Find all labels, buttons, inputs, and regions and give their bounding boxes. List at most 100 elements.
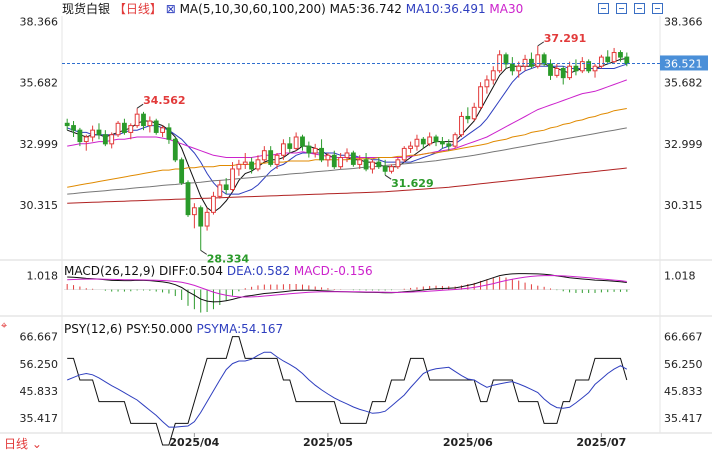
candle-body: [242, 161, 248, 165]
annotation-low: 28.334: [207, 252, 250, 265]
footer-period-tab[interactable]: 日线 ⌄: [4, 437, 42, 451]
candle-body: [529, 58, 534, 67]
candle-body: [344, 152, 350, 159]
candle-body: [287, 143, 293, 149]
candle-body: [141, 113, 146, 127]
candle-body: [191, 207, 197, 216]
macd-value: MACD:-0.156: [293, 264, 373, 278]
candle-body: [109, 134, 115, 145]
psy-y-tick-left: 35.417: [20, 412, 59, 425]
candle-body: [230, 168, 235, 191]
annotation-pointer: [200, 249, 208, 255]
period-label[interactable]: 【日线】: [113, 2, 162, 16]
candle-body: [77, 129, 83, 143]
candle-body: [90, 129, 96, 138]
candle-body: [128, 125, 134, 133]
annotation-pointer: [136, 103, 144, 109]
candle-body: [255, 159, 261, 170]
ma-legend[interactable]: MA(5,10,30,60,100,200): [179, 2, 326, 16]
ma-line-ma10: [67, 63, 627, 195]
candle-body: [420, 138, 426, 145]
candle-body: [300, 136, 305, 147]
candle-body: [433, 136, 439, 143]
candle-body: [134, 113, 140, 127]
candle-body: [611, 52, 617, 63]
ma-line-ma200: [67, 167, 627, 204]
candle-body: [268, 150, 274, 165]
psy-y-tick-right: 45.833: [664, 385, 703, 398]
candle-body: [376, 161, 382, 168]
candle-body: [567, 65, 572, 79]
annotation-pointer: [537, 41, 545, 47]
settings-icon[interactable]: [634, 3, 645, 14]
candle-body: [198, 207, 204, 227]
ma10-value: MA10:36.491: [405, 2, 486, 16]
fullscreen-icon[interactable]: [652, 3, 663, 14]
candle-body: [484, 79, 490, 88]
candle-body: [395, 159, 401, 168]
candle-body: [325, 154, 331, 161]
candle-body: [115, 122, 121, 136]
candle-body: [261, 150, 267, 161]
x-tick-label: 2025/05: [303, 436, 353, 449]
psy-line-psyma: [67, 351, 628, 428]
annotation-high: 34.562: [143, 94, 185, 107]
y-tick-label-left: 30.315: [20, 199, 59, 212]
ma5-value: MA5:36.742: [329, 2, 402, 16]
candle-body: [102, 134, 108, 145]
x-tick-label: 2025/06: [443, 436, 493, 449]
candle-body: [319, 147, 324, 161]
candle-body: [306, 145, 312, 154]
candle-body: [427, 136, 433, 145]
candle-body: [490, 70, 496, 81]
ma-line-ma5: [67, 58, 627, 213]
main-legend: 现货白银 【日线】 ⊠ MA(5,10,30,60,100,200) MA5:3…: [62, 2, 523, 16]
x-tick-label: 2025/04: [169, 436, 219, 449]
ma-line-ma30: [67, 79, 627, 158]
psyma-value: PSYMA:54.167: [196, 322, 284, 336]
y-tick-label-left: 32.999: [20, 138, 59, 151]
candle-body: [605, 56, 611, 63]
psy-y-tick-right: 56.250: [664, 358, 703, 371]
macd-y-tick-left: 1.018: [27, 269, 59, 282]
psy-legend: PSY(12,6) PSY:50.000 PSYMA:54.167: [64, 322, 283, 336]
candle-body: [312, 147, 318, 154]
chevron-down-icon: ⌄: [31, 437, 42, 451]
zoom-in-icon[interactable]: [598, 3, 609, 14]
candle-body: [122, 122, 127, 133]
footer-period-label: 日线: [4, 437, 29, 451]
crosshair-icon[interactable]: ⌖: [1, 319, 8, 332]
candle-body: [548, 63, 553, 76]
psy-y-tick-right: 35.417: [664, 412, 703, 425]
candle-body: [509, 63, 515, 72]
candle-body: [64, 122, 70, 127]
candle-body: [624, 56, 630, 64]
candle-body: [147, 120, 153, 127]
candle-body: [598, 56, 604, 67]
macd-diff: DIFF:0.504: [158, 264, 224, 278]
instrument-title: 现货白银: [62, 2, 111, 16]
psy-name[interactable]: PSY(12,6): [64, 322, 123, 336]
current-price-label: 36.521: [664, 57, 703, 70]
psy-y-tick-right: 66.667: [664, 331, 703, 344]
candle-body: [579, 61, 585, 72]
candle-body: [293, 136, 299, 149]
candle-body: [573, 65, 579, 72]
candle-body: [166, 127, 172, 140]
candle-body: [179, 159, 185, 184]
candle-body: [172, 138, 178, 161]
candle-body: [471, 106, 477, 120]
ma-line-ma60: [67, 108, 627, 188]
candle-body: [389, 166, 394, 172]
candle-body: [211, 195, 216, 213]
zoom-out-icon[interactable]: [616, 3, 627, 14]
x-tick-label: 2025/07: [576, 436, 626, 449]
candle-body: [185, 182, 191, 216]
candle-body: [153, 120, 159, 133]
annotation-pointer: [384, 174, 392, 180]
candle-body: [363, 159, 369, 170]
psy-y-tick-left: 45.833: [20, 385, 59, 398]
psy-y-tick-left: 56.250: [20, 358, 59, 371]
macd-name[interactable]: MACD(26,12,9): [64, 264, 156, 278]
candle-body: [331, 154, 337, 168]
